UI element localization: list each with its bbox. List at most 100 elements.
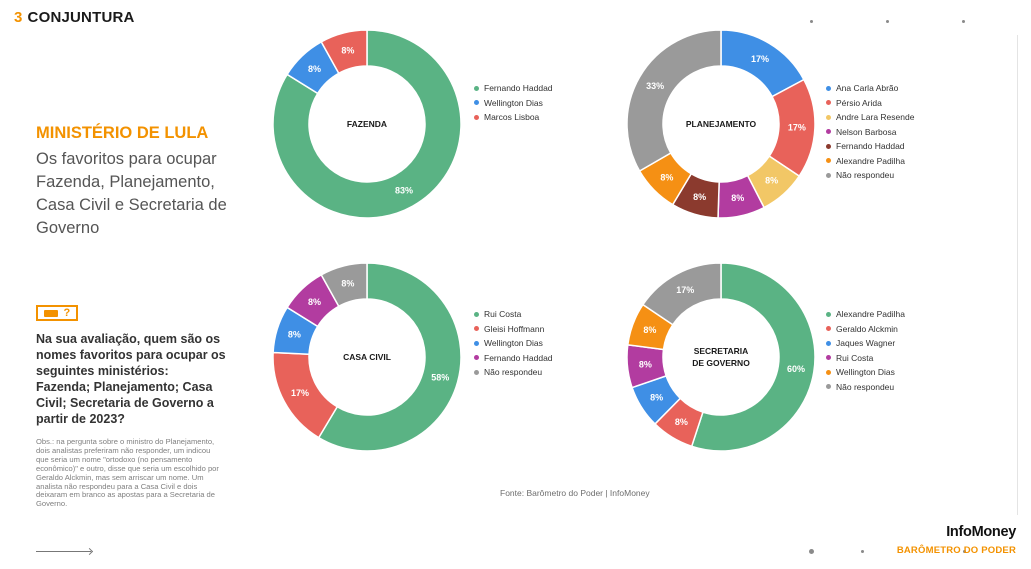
source-note: Fonte: Barômetro do Poder | InfoMoney <box>500 488 650 498</box>
legend-dot-icon <box>826 143 831 149</box>
slice-label-planejamento-persio-arida: 17% <box>788 123 806 133</box>
legend-dot-icon <box>474 100 479 106</box>
note-text: na pergunta sobre o ministro do Planejam… <box>36 437 219 509</box>
slice-casa-civil-rui-costa <box>317 262 462 452</box>
slice-label-casa-civil-nao-respondeu: 8% <box>341 278 354 288</box>
legend-label: Alexandre Padilha <box>836 155 905 166</box>
legend-label: Wellington Dias <box>484 97 543 108</box>
legend-item-fernando-haddad: Fernando Haddad <box>826 139 914 154</box>
intro-subtitle: Os favoritos para ocupar Fazenda, Planej… <box>36 150 227 237</box>
slice-fazenda-fernando-haddad <box>272 29 462 219</box>
legend-label: Pérsio Arida <box>836 97 882 108</box>
legend-dot-icon <box>474 326 479 332</box>
slice-label-planejamento-fernando-haddad: 8% <box>693 192 706 202</box>
legend-item-nao-respondeu: Não respondeu <box>826 168 914 183</box>
legend-dot-icon <box>826 326 831 332</box>
legend-label: Rui Costa <box>484 309 522 320</box>
legend-dot-icon <box>474 355 479 361</box>
legend-dot-icon <box>474 369 479 375</box>
center-label-planejamento: PLANEJAMENTO <box>686 119 757 129</box>
legend-dot-icon <box>826 340 831 346</box>
legend-label: Ana Carla Abrão <box>836 83 899 94</box>
slice-label-secretaria-de-governo-nao-respondeu: 17% <box>676 285 694 295</box>
legend-dot-icon <box>826 172 831 178</box>
legend-label: Alexandre Padilha <box>836 309 905 320</box>
legend-label: Wellington Dias <box>484 338 543 349</box>
section-number: 3 <box>14 9 23 26</box>
slice-label-casa-civil-fernando-haddad: 8% <box>308 297 321 307</box>
brand-subtitle: BARÔMETRO DO PODER <box>896 545 1016 556</box>
slice-label-casa-civil-wellington-dias: 8% <box>288 329 301 339</box>
slice-label-planejamento-ana-carla-abrao: 17% <box>751 54 769 64</box>
legend-item-wellington-dias: Wellington Dias <box>474 96 553 111</box>
legend-label: Fernando Haddad <box>836 141 905 152</box>
legend-item-fernando-haddad: Fernando Haddad <box>474 351 553 366</box>
legend-dot-icon <box>474 85 479 91</box>
legend-item-geraldo-alckmin: Geraldo Alckmin <box>826 322 905 337</box>
slice-label-secretaria-de-governo-jaques-wagner: 8% <box>650 393 663 403</box>
legend-dot-icon <box>826 384 831 390</box>
legend-item-alexandre-padilha: Alexandre Padilha <box>826 307 905 322</box>
legend-dot-icon <box>826 158 831 164</box>
slice-label-planejamento-nao-respondeu: 33% <box>646 81 664 91</box>
slice-label-fazenda-fernando-haddad: 83% <box>395 185 413 195</box>
legend-dot-icon <box>826 311 831 317</box>
legend-dot-icon <box>826 114 831 120</box>
legend-label: Rui Costa <box>836 352 874 363</box>
section-title: CONJUNTURA <box>27 9 135 26</box>
legend-item-nao-respondeu: Não respondeu <box>826 380 905 395</box>
section-header: 3 CONJUNTURA <box>14 9 135 26</box>
slice-fazenda-marcos-lisboa <box>320 29 368 75</box>
slice-label-secretaria-de-governo-alexandre-padilha: 60% <box>787 364 805 374</box>
legend-item-andre-lara-resende: Andre Lara Resende <box>826 110 914 125</box>
legend-item-wellington-dias: Wellington Dias <box>474 336 553 351</box>
legend-dot-icon <box>826 355 831 361</box>
intro-kicker: MINISTÉRIO DE LULA <box>36 124 209 142</box>
legend-label: Não respondeu <box>484 367 543 378</box>
legend-item-ana-carla-abrao: Ana Carla Abrão <box>826 81 914 96</box>
legend-item-nelson-barbosa: Nelson Barbosa <box>826 125 914 140</box>
legend-item-jaques-wagner: Jaques Wagner <box>826 336 905 351</box>
slice-casa-civil-nao-respondeu <box>320 262 368 308</box>
slice-label-fazenda-wellington-dias: 8% <box>308 64 321 74</box>
legend-item-rui-costa: Rui Costa <box>826 351 905 366</box>
observation-note: Obs.: na pergunta sobre o ministro do Pl… <box>36 437 221 509</box>
legend-item-wellington-dias: Wellington Dias <box>826 365 905 380</box>
center-label-fazenda: FAZENDA <box>347 119 387 129</box>
legend-fazenda: Fernando Haddad Wellington Dias Marcos Lis… <box>474 81 553 125</box>
slice-label-casa-civil-rui-costa: 58% <box>431 372 449 382</box>
slice-label-secretaria-de-governo-geraldo-alckmin: 8% <box>675 417 688 427</box>
legend-label: Marcos Lisboa <box>484 112 540 123</box>
legend-dot-icon <box>826 129 831 135</box>
legend-item-nao-respondeu: Não respondeu <box>474 365 553 380</box>
legend-label: Gleisi Hoffmann <box>484 323 545 334</box>
legend-dot-icon <box>826 100 831 106</box>
legend-dot-icon <box>474 114 479 120</box>
slice-secretaria-de-governo-nao-respondeu <box>641 262 722 326</box>
slice-label-secretaria-de-governo-wellington-dias: 8% <box>643 325 656 335</box>
legend-label: Andre Lara Resende <box>836 112 915 123</box>
slice-planejamento-nao-respondeu <box>626 29 722 173</box>
legend-label: Nelson Barbosa <box>836 126 897 137</box>
slice-secretaria-de-governo-alexandre-padilha <box>690 262 816 452</box>
top-dots <box>0 20 1031 24</box>
legend-item-gleisi-hoffmann: Gleisi Hoffmann <box>474 322 553 337</box>
slice-label-casa-civil-gleisi-hoffmann: 17% <box>291 388 309 398</box>
legend-secretaria-de-governo: Alexandre Padilha Geraldo Alckmin Jaques W… <box>826 307 905 394</box>
center-label-casa-civil: CASA CIVIL <box>343 352 391 362</box>
legend-item-fernando-haddad: Fernando Haddad <box>474 81 553 96</box>
legend-label: Jaques Wagner <box>836 338 896 349</box>
survey-question: Na sua avaliação, quem são os nomes favo… <box>36 332 226 426</box>
legend-item-persio-arida: Pérsio Arida <box>826 96 914 111</box>
slice-label-planejamento-andre-lara-resende: 8% <box>765 176 778 186</box>
vertical-divider <box>1017 35 1018 515</box>
question-icon: ? <box>36 305 78 321</box>
legend-label: Geraldo Alckmin <box>836 323 898 334</box>
note-label: Obs.: <box>36 437 55 446</box>
legend-dot-icon <box>474 311 479 317</box>
brand-logo: InfoMoney <box>946 524 1016 540</box>
legend-dot-icon <box>826 85 831 91</box>
legend-label: Fernando Haddad <box>484 352 553 363</box>
slice-label-secretaria-de-governo-rui-costa: 8% <box>639 360 652 370</box>
center-label-secretaria-de-governo: DE GOVERNO <box>692 358 750 368</box>
